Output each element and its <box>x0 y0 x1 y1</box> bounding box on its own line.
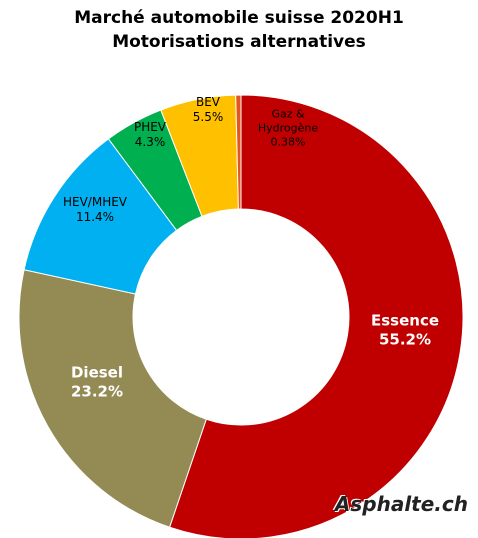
value-label: 5.5% <box>192 110 224 124</box>
category-label: HEV/MHEV <box>62 195 128 209</box>
value-label: 4.3% <box>134 135 166 149</box>
value-label: 11.4% <box>75 210 115 224</box>
slice-label: BEV 5.5% <box>153 95 263 125</box>
chart-title: Marché automobile suisse 2020H1 <box>74 8 404 28</box>
slice <box>235 94 242 210</box>
value-label: 23.2% <box>70 382 124 400</box>
category-label: Gaz & Hydrogène <box>257 107 319 135</box>
category-label: Diesel <box>70 363 123 382</box>
category-label: PHEV <box>133 120 167 134</box>
slice-label: Essence 55.2% <box>350 311 460 349</box>
slice <box>168 94 464 538</box>
slice-label: Diesel 23.2% <box>42 363 152 401</box>
category-label: BEV <box>195 95 221 109</box>
category-label: Essence <box>370 311 440 330</box>
chart-subtitle: Motorisations alternatives <box>112 32 366 52</box>
slice <box>18 269 207 528</box>
slice-label: Gaz & Hydrogène 0.38% <box>248 107 328 148</box>
watermark: Asphalte.ch <box>334 492 468 516</box>
value-label: 0.38% <box>270 134 306 148</box>
slice-label: PHEV 4.3% <box>95 120 205 150</box>
value-label: 55.2% <box>378 330 432 348</box>
slice-label: HEV/MHEV 11.4% <box>40 195 150 225</box>
